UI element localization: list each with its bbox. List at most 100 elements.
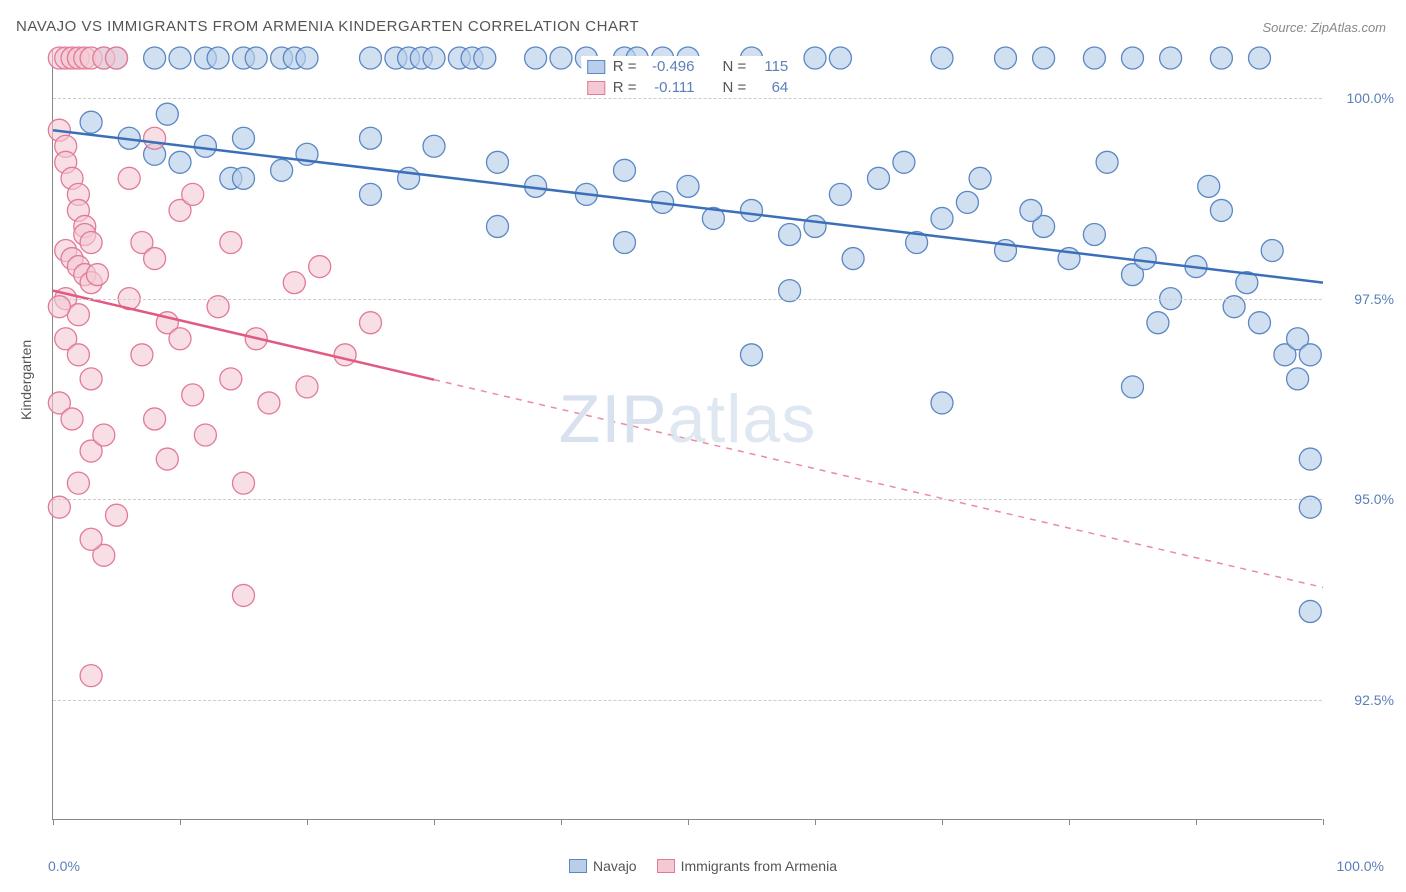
data-point — [931, 47, 953, 69]
x-tick-label-right: 100.0% — [1337, 858, 1384, 874]
data-point — [1147, 312, 1169, 334]
data-point — [1122, 47, 1144, 69]
stats-row: R =-0.496N =115 — [581, 56, 795, 77]
data-point — [283, 272, 305, 294]
data-point — [169, 47, 191, 69]
data-point — [233, 127, 255, 149]
data-point — [969, 167, 991, 189]
data-point — [334, 344, 356, 366]
data-point — [360, 127, 382, 149]
data-point — [829, 47, 851, 69]
data-point — [169, 328, 191, 350]
data-point — [61, 408, 83, 430]
data-point — [131, 344, 153, 366]
stats-r-label: R = — [613, 79, 637, 96]
stats-n-label: N = — [723, 79, 747, 96]
data-point — [804, 47, 826, 69]
stats-r-label: R = — [613, 58, 637, 75]
legend-swatch — [657, 859, 675, 873]
data-point — [931, 392, 953, 414]
data-point — [258, 392, 280, 414]
x-tick — [561, 819, 562, 825]
data-point — [245, 47, 267, 69]
data-point — [220, 368, 242, 390]
data-point — [80, 528, 102, 550]
legend-label: Immigrants from Armenia — [681, 858, 837, 874]
data-point — [106, 47, 128, 69]
chart-title: NAVAJO VS IMMIGRANTS FROM ARMENIA KINDER… — [16, 18, 639, 35]
legend-item: Navajo — [569, 858, 637, 874]
gridline-h — [53, 499, 1322, 500]
legend-bottom: Navajo Immigrants from Armenia — [569, 858, 837, 874]
data-point — [194, 424, 216, 446]
data-point — [1299, 448, 1321, 470]
data-point — [86, 264, 108, 286]
data-point — [1083, 223, 1105, 245]
plot-area: ZIPatlas R =-0.496N =115R =-0.111N =64 9… — [52, 50, 1322, 820]
legend-swatch — [587, 60, 605, 74]
data-point — [1198, 175, 1220, 197]
stats-r-value: -0.496 — [645, 58, 695, 75]
data-point — [360, 47, 382, 69]
data-point — [233, 167, 255, 189]
data-point — [423, 135, 445, 157]
data-point — [220, 232, 242, 254]
y-tick-label: 92.5% — [1354, 692, 1394, 708]
data-point — [67, 472, 89, 494]
data-point — [1160, 47, 1182, 69]
data-point — [1299, 600, 1321, 622]
data-point — [156, 103, 178, 125]
x-tick-label-left: 0.0% — [48, 858, 80, 874]
data-point — [677, 175, 699, 197]
chart-container: NAVAJO VS IMMIGRANTS FROM ARMENIA KINDER… — [0, 0, 1406, 892]
regression-line-dashed — [434, 380, 1323, 588]
gridline-h — [53, 299, 1322, 300]
x-tick — [815, 819, 816, 825]
data-point — [1033, 47, 1055, 69]
data-point — [360, 312, 382, 334]
data-point — [804, 215, 826, 237]
data-point — [233, 584, 255, 606]
data-point — [1261, 240, 1283, 262]
data-point — [614, 159, 636, 181]
data-point — [1249, 47, 1271, 69]
data-point — [80, 368, 102, 390]
x-tick — [307, 819, 308, 825]
data-point — [118, 167, 140, 189]
data-point — [1299, 344, 1321, 366]
data-point — [93, 424, 115, 446]
data-point — [423, 47, 445, 69]
data-point — [525, 47, 547, 69]
data-point — [868, 167, 890, 189]
data-point — [1083, 47, 1105, 69]
y-tick-label: 97.5% — [1354, 291, 1394, 307]
y-tick-label: 95.0% — [1354, 491, 1394, 507]
data-point — [144, 127, 166, 149]
x-tick — [1196, 819, 1197, 825]
data-point — [779, 223, 801, 245]
data-point — [1096, 151, 1118, 173]
data-point — [144, 248, 166, 270]
data-point — [182, 384, 204, 406]
y-axis-label: Kindergarten — [18, 340, 34, 420]
legend-item: Immigrants from Armenia — [657, 858, 837, 874]
stats-legend: R =-0.496N =115R =-0.111N =64 — [581, 56, 795, 98]
data-point — [474, 47, 496, 69]
data-point — [614, 232, 636, 254]
stats-r-value: -0.111 — [645, 79, 695, 96]
data-point — [1020, 199, 1042, 221]
stats-n-label: N = — [723, 58, 747, 75]
data-point — [487, 151, 509, 173]
stats-n-value: 64 — [754, 79, 788, 96]
x-tick — [688, 819, 689, 825]
x-tick — [434, 819, 435, 825]
x-tick — [180, 819, 181, 825]
x-tick — [53, 819, 54, 825]
data-point — [1122, 376, 1144, 398]
data-point — [741, 199, 763, 221]
data-point — [80, 232, 102, 254]
y-tick-label: 100.0% — [1347, 90, 1394, 106]
plot-svg — [53, 50, 1322, 819]
data-point — [360, 183, 382, 205]
data-point — [829, 183, 851, 205]
